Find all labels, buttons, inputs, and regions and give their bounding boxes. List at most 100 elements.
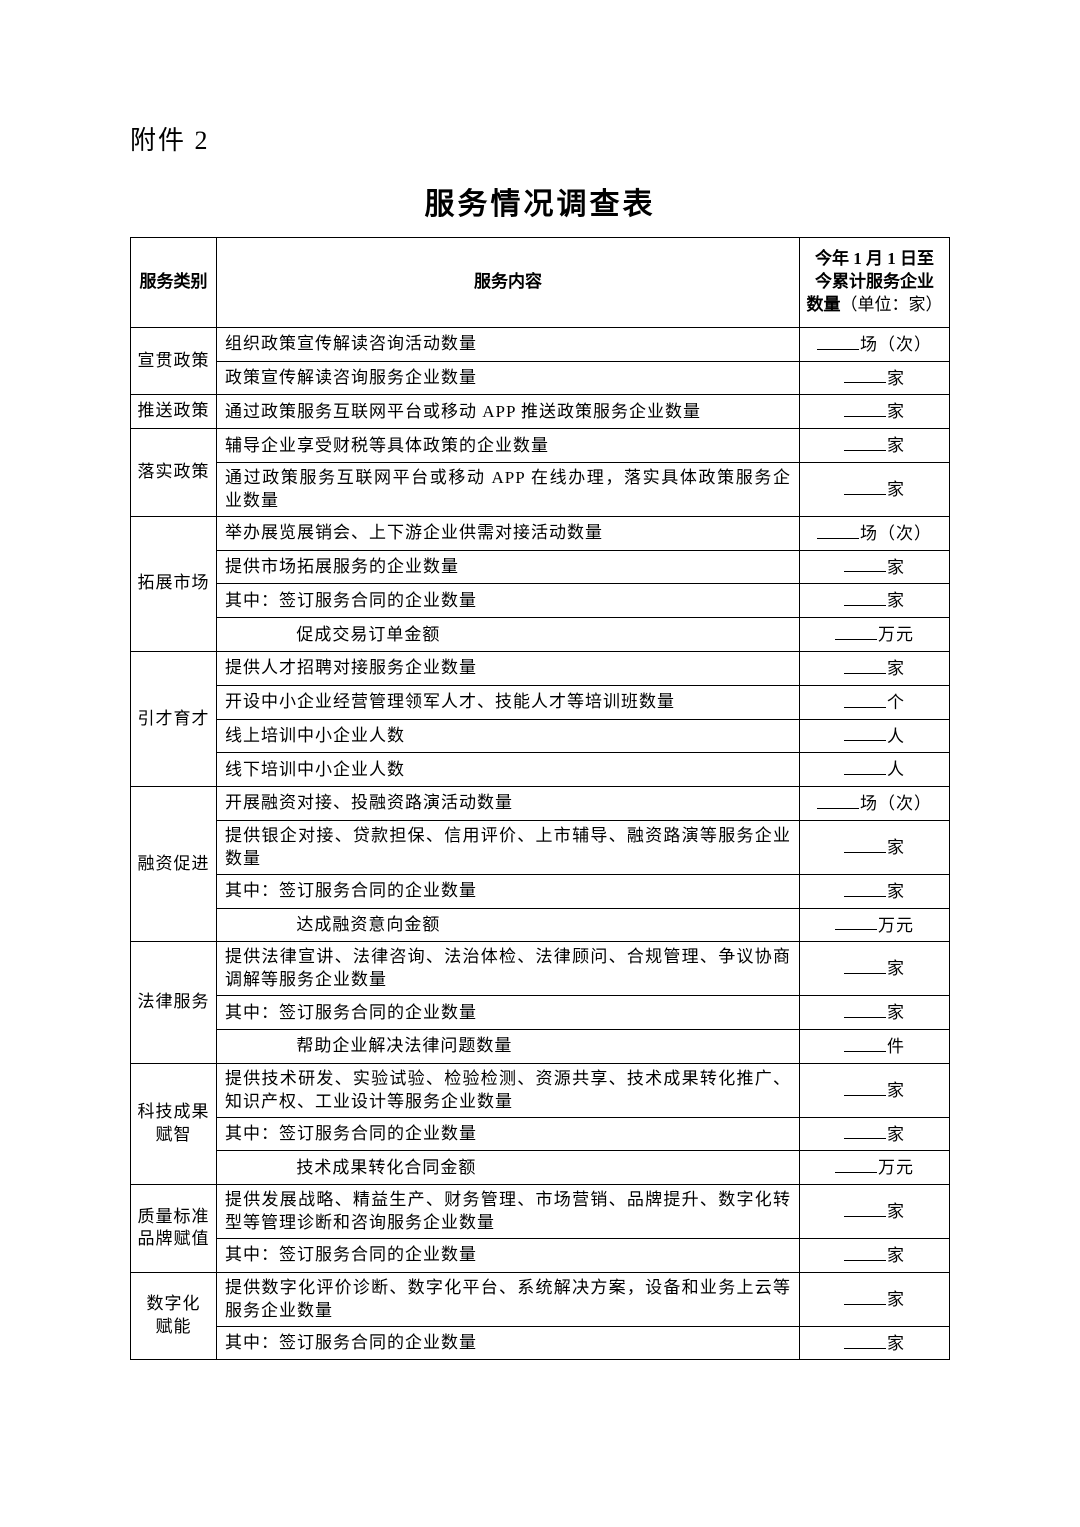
unit-label: 个: [887, 693, 905, 712]
fill-blank: [844, 1122, 886, 1140]
category-cell: 宣贯政策: [131, 327, 217, 395]
unit-label: 家: [887, 1081, 905, 1100]
table-row: 数字化赋能提供数字化评价诊断、数字化平台、系统解决方案，设备和业务上云等服务企业…: [131, 1272, 950, 1326]
content-cell: 其中：签订服务合同的企业数量: [217, 874, 800, 908]
fill-blank: [844, 1034, 886, 1052]
document-page: 附件 2 服务情况调查表 服务类别 服务内容 今年 1 月 1 日至 今累计服务…: [0, 0, 1080, 1360]
count-cell: 个: [800, 685, 950, 719]
unit-label: 人: [887, 726, 905, 745]
count-cell: 家: [800, 996, 950, 1030]
header-count: 今年 1 月 1 日至 今累计服务企业 数量（单位：家）: [800, 238, 950, 328]
count-cell: 家: [800, 1272, 950, 1326]
fill-blank: [844, 1331, 886, 1349]
unit-label: 场（次）: [860, 794, 932, 813]
content-cell: 提供市场拓展服务的企业数量: [217, 550, 800, 584]
fill-blank: [844, 366, 886, 384]
table-row: 落实政策辅导企业享受财税等具体政策的企业数量家: [131, 429, 950, 463]
count-cell: 人: [800, 753, 950, 787]
unit-label: 家: [887, 1334, 905, 1353]
table-row: 达成融资意向金额万元: [131, 908, 950, 942]
content-cell: 通过政策服务互联网平台或移动 APP 在线办理，落实具体政策服务企业数量: [217, 462, 800, 516]
table-row: 法律服务提供法律宣讲、法律咨询、法治体检、法律顾问、合规管理、争议协商调解等服务…: [131, 942, 950, 996]
count-cell: 家: [800, 820, 950, 874]
count-cell: 家: [800, 462, 950, 516]
page-title: 服务情况调查表: [130, 179, 950, 223]
content-cell: 提供发展战略、精益生产、财务管理、市场营销、品牌提升、数字化转型等管理诊断和咨询…: [217, 1185, 800, 1239]
content-cell: 其中：签订服务合同的企业数量: [217, 1239, 800, 1273]
category-cell: 法律服务: [131, 942, 217, 1063]
content-cell: 组织政策宣传解读咨询活动数量: [217, 327, 800, 361]
category-cell: 落实政策: [131, 429, 217, 517]
count-cell: 万元: [800, 618, 950, 652]
category-cell: 拓展市场: [131, 516, 217, 651]
header-content: 服务内容: [217, 238, 800, 328]
fill-blank: [817, 521, 859, 539]
table-row: 政策宣传解读咨询服务企业数量家: [131, 361, 950, 395]
category-cell: 引才育才: [131, 651, 217, 786]
count-cell: 家: [800, 942, 950, 996]
fill-blank: [817, 332, 859, 350]
content-cell: 开展融资对接、投融资路演活动数量: [217, 787, 800, 821]
fill-blank: [844, 724, 886, 742]
fill-blank: [844, 477, 886, 495]
unit-label: 件: [887, 1037, 905, 1056]
unit-label: 家: [887, 882, 905, 901]
table-row: 提供银企对接、贷款担保、信用评价、上市辅导、融资路演等服务企业数量家: [131, 820, 950, 874]
table-body: 宣贯政策组织政策宣传解读咨询活动数量场（次）政策宣传解读咨询服务企业数量家推送政…: [131, 327, 950, 1360]
unit-label: 家: [887, 1202, 905, 1221]
content-cell: 其中：签订服务合同的企业数量: [217, 1117, 800, 1151]
table-header-row: 服务类别 服务内容 今年 1 月 1 日至 今累计服务企业 数量（单位：家）: [131, 238, 950, 328]
count-cell: 家: [800, 1326, 950, 1360]
fill-blank: [835, 913, 877, 931]
content-cell: 提供技术研发、实验试验、检验检测、资源共享、技术成果转化推广、知识产权、工业设计…: [217, 1063, 800, 1117]
fill-blank: [844, 879, 886, 897]
unit-label: 家: [887, 591, 905, 610]
unit-label: 万元: [878, 625, 914, 644]
fill-blank: [844, 1078, 886, 1096]
count-cell: 家: [800, 395, 950, 429]
count-cell: 场（次）: [800, 516, 950, 550]
table-row: 开设中小企业经营管理领军人才、技能人才等培训班数量个: [131, 685, 950, 719]
table-row: 帮助企业解决法律问题数量件: [131, 1029, 950, 1063]
content-cell: 线上培训中小企业人数: [217, 719, 800, 753]
table-row: 其中：签订服务合同的企业数量家: [131, 584, 950, 618]
unit-label: 万元: [878, 1158, 914, 1177]
fill-blank: [844, 1000, 886, 1018]
content-cell: 举办展览展销会、上下游企业供需对接活动数量: [217, 516, 800, 550]
fill-blank: [835, 622, 877, 640]
table-row: 通过政策服务互联网平台或移动 APP 在线办理，落实具体政策服务企业数量家: [131, 462, 950, 516]
unit-label: 家: [887, 557, 905, 576]
count-cell: 家: [800, 1239, 950, 1273]
count-cell: 家: [800, 1185, 950, 1239]
count-cell: 件: [800, 1029, 950, 1063]
count-cell: 人: [800, 719, 950, 753]
count-cell: 万元: [800, 1151, 950, 1185]
fill-blank: [844, 1243, 886, 1261]
table-row: 其中：签订服务合同的企业数量家: [131, 1326, 950, 1360]
table-row: 质量标准品牌赋值提供发展战略、精益生产、财务管理、市场营销、品牌提升、数字化转型…: [131, 1185, 950, 1239]
fill-blank: [844, 835, 886, 853]
table-row: 技术成果转化合同金额万元: [131, 1151, 950, 1185]
table-row: 推送政策通过政策服务互联网平台或移动 APP 推送政策服务企业数量家: [131, 395, 950, 429]
count-cell: 家: [800, 429, 950, 463]
table-row: 线上培训中小企业人数 人: [131, 719, 950, 753]
unit-label: 人: [887, 760, 905, 779]
fill-blank: [844, 399, 886, 417]
table-row: 提供市场拓展服务的企业数量 家: [131, 550, 950, 584]
count-cell: 家: [800, 874, 950, 908]
fill-blank: [844, 690, 886, 708]
count-cell: 家: [800, 1117, 950, 1151]
count-cell: 场（次）: [800, 327, 950, 361]
table-row: 促成交易订单金额 万元: [131, 618, 950, 652]
content-cell: 政策宣传解读咨询服务企业数量: [217, 361, 800, 395]
fill-blank: [844, 1199, 886, 1217]
unit-label: 场（次）: [860, 335, 932, 354]
count-cell: 家: [800, 1063, 950, 1117]
table-row: 科技成果赋智提供技术研发、实验试验、检验检测、资源共享、技术成果转化推广、知识产…: [131, 1063, 950, 1117]
content-cell: 促成交易订单金额: [217, 618, 800, 652]
category-cell: 融资促进: [131, 787, 217, 942]
fill-blank: [817, 791, 859, 809]
unit-label: 家: [887, 402, 905, 421]
content-cell: 达成融资意向金额: [217, 908, 800, 942]
fill-blank: [844, 555, 886, 573]
